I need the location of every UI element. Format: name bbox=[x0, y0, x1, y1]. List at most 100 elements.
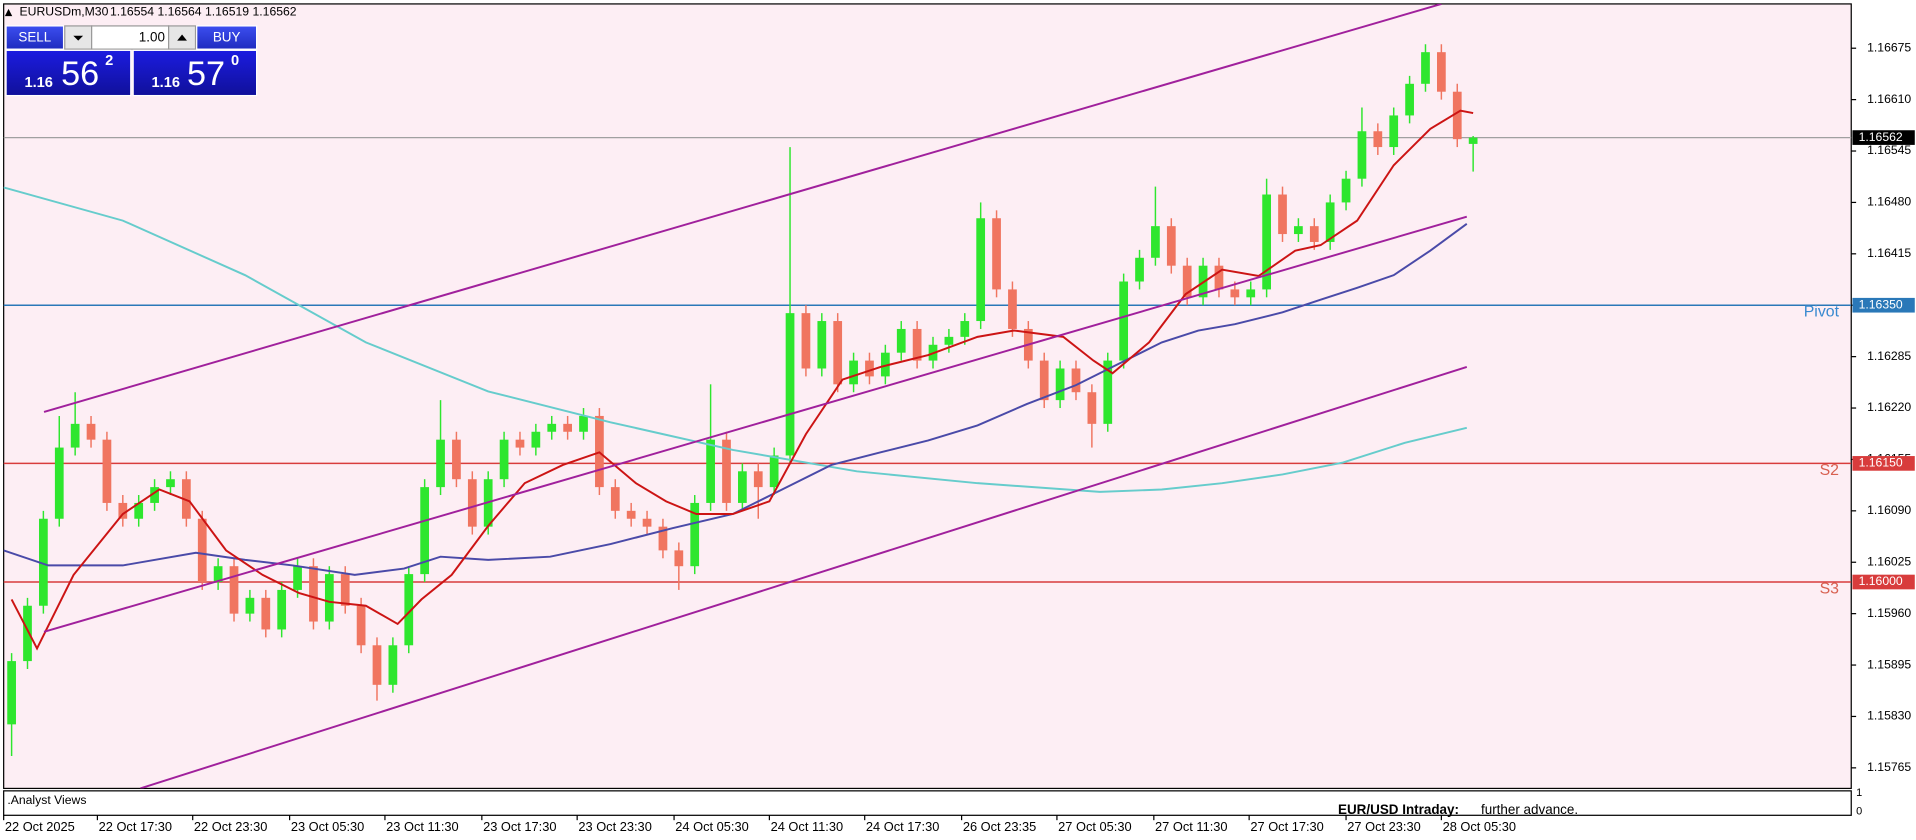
header-icon bbox=[4, 8, 13, 17]
indicator-line bbox=[3, 186, 1468, 493]
x-tick-label: 24 Oct 05:30 bbox=[675, 819, 748, 834]
candle-body bbox=[181, 479, 191, 519]
x-tick-label: 27 Oct 11:30 bbox=[1155, 819, 1228, 834]
candle-body bbox=[706, 439, 715, 503]
candle-body bbox=[515, 439, 525, 448]
sell-price-main: 56 bbox=[61, 55, 99, 93]
candle-body bbox=[229, 566, 239, 614]
sell-price-box[interactable] bbox=[5, 49, 132, 97]
candle-body bbox=[309, 566, 318, 622]
subwindow-name: .Analyst Views bbox=[7, 793, 86, 807]
candle-body bbox=[1151, 226, 1160, 258]
lot-value[interactable]: 1.00 bbox=[139, 30, 165, 45]
candle-body bbox=[674, 550, 684, 567]
candle-body bbox=[1309, 226, 1319, 242]
candle-body bbox=[1468, 137, 1478, 144]
candle-body bbox=[626, 510, 636, 519]
candle-body bbox=[277, 589, 287, 630]
candle-body bbox=[976, 218, 986, 322]
x-tick-label: 24 Oct 11:30 bbox=[771, 819, 844, 834]
y-tick-label: 1.15765 bbox=[1867, 760, 1911, 774]
buy-price-sup: 0 bbox=[231, 53, 239, 69]
candle-body bbox=[1039, 360, 1049, 401]
candle-body bbox=[817, 321, 827, 369]
candle-body bbox=[467, 479, 477, 527]
candle-body bbox=[880, 352, 890, 377]
candle-body bbox=[39, 518, 48, 606]
buy-label[interactable]: BUY bbox=[213, 30, 241, 45]
sell-label[interactable]: SELL bbox=[18, 30, 51, 45]
candle-body bbox=[1437, 52, 1446, 92]
candle-body bbox=[531, 431, 541, 448]
candle-body bbox=[1135, 257, 1144, 282]
x-tick-label: 23 Oct 05:30 bbox=[291, 819, 364, 834]
level-label: 1.16150 bbox=[1859, 456, 1903, 470]
candle-body bbox=[944, 336, 954, 345]
candle-body bbox=[690, 502, 700, 567]
x-tick-label: 22 Oct 17:30 bbox=[99, 819, 172, 834]
candle-body bbox=[499, 439, 509, 480]
candle-body bbox=[54, 447, 64, 519]
candle-body bbox=[1071, 368, 1081, 393]
candle-body bbox=[1405, 83, 1414, 116]
candle-body bbox=[452, 439, 461, 480]
x-tick-label: 23 Oct 17:30 bbox=[483, 819, 556, 834]
candle-body bbox=[324, 574, 334, 622]
candle-body bbox=[70, 423, 80, 448]
candle-body bbox=[404, 574, 414, 646]
plot-layer bbox=[3, 3, 1852, 789]
buy-price-main: 57 bbox=[187, 55, 225, 93]
candle-body bbox=[1055, 368, 1065, 401]
y-tick-label: 1.16090 bbox=[1867, 503, 1911, 517]
candle-body bbox=[293, 566, 302, 590]
y-tick-label: 1.16610 bbox=[1867, 92, 1911, 106]
x-tick-label: 22 Oct 2025 bbox=[5, 819, 75, 834]
buy-price-prefix: 1.16 bbox=[152, 75, 181, 91]
candle-body bbox=[960, 321, 970, 337]
x-tick-label: 24 Oct 17:30 bbox=[866, 819, 939, 834]
x-tick-label: 27 Oct 05:30 bbox=[1058, 819, 1131, 834]
candle-body bbox=[1008, 289, 1017, 329]
symbol: EURUSDm,M30 bbox=[20, 5, 109, 19]
candle-body bbox=[1389, 115, 1399, 148]
candle-body bbox=[197, 518, 207, 583]
candle-body bbox=[1262, 194, 1271, 290]
y-tick-label: 1.15960 bbox=[1867, 606, 1911, 620]
candle-body bbox=[372, 645, 382, 685]
indicator-line bbox=[3, 222, 1468, 576]
candle-body bbox=[769, 455, 779, 488]
y-tick-label: 1.16025 bbox=[1867, 554, 1911, 568]
x-tick-label: 23 Oct 23:30 bbox=[578, 819, 651, 834]
candle-body bbox=[849, 360, 858, 385]
sell-price-sup: 2 bbox=[105, 53, 113, 69]
buy-price-box[interactable] bbox=[132, 49, 258, 97]
candle-body bbox=[1230, 289, 1240, 298]
level-name: S3 bbox=[1820, 581, 1840, 598]
candle-body bbox=[23, 605, 32, 662]
candle-body bbox=[1325, 202, 1335, 242]
candle-body bbox=[865, 360, 874, 377]
indicator-line bbox=[43, 3, 1442, 413]
candle-body bbox=[642, 518, 652, 527]
candle-body bbox=[86, 423, 96, 440]
candle-body bbox=[1182, 265, 1192, 298]
x-tick-label: 27 Oct 23:30 bbox=[1347, 819, 1420, 834]
candle-body bbox=[1087, 392, 1097, 424]
y-tick-label: 1.15830 bbox=[1867, 709, 1911, 723]
candle-body bbox=[245, 597, 255, 614]
y-tick-label: 1.16415 bbox=[1867, 246, 1911, 260]
trade-panel: SELL 1.00 BUY 1.16 56 2 1.16 57 0 bbox=[5, 25, 258, 97]
candle-body bbox=[1421, 52, 1430, 84]
buy-button[interactable] bbox=[196, 25, 258, 50]
candle-body bbox=[7, 661, 16, 725]
level-label: 1.16350 bbox=[1859, 297, 1903, 311]
y-tick-label: 1.16675 bbox=[1867, 40, 1911, 54]
candle-body bbox=[1246, 289, 1256, 298]
candle-body bbox=[261, 597, 271, 630]
sell-button[interactable] bbox=[5, 25, 65, 50]
candle-body bbox=[436, 439, 445, 488]
candle-body bbox=[134, 502, 144, 519]
candle-body bbox=[166, 479, 175, 488]
